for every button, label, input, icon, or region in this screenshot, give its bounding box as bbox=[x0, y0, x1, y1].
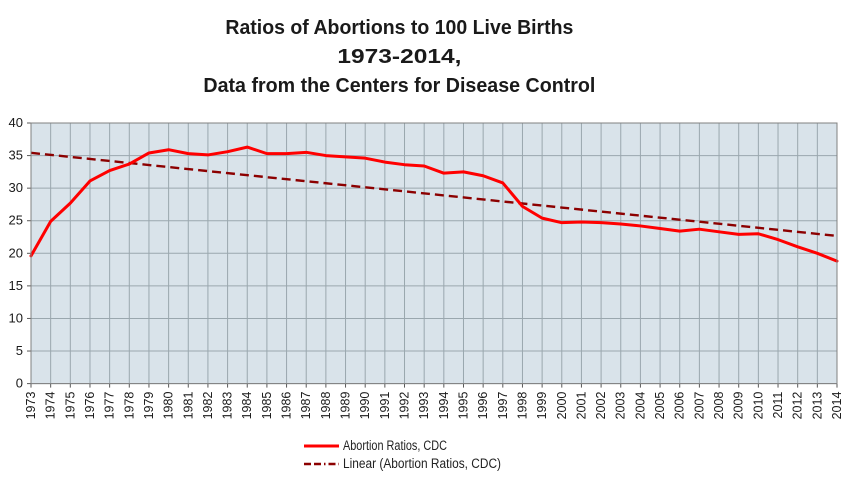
svg-text:2005: 2005 bbox=[653, 392, 667, 420]
svg-text:1991: 1991 bbox=[378, 392, 392, 420]
svg-text:1990: 1990 bbox=[358, 392, 372, 420]
svg-text:1973-2014,: 1973-2014, bbox=[337, 45, 461, 68]
svg-text:1995: 1995 bbox=[456, 392, 470, 420]
svg-text:1975: 1975 bbox=[63, 392, 77, 420]
svg-text:Linear (Abortion Ratios, CDC): Linear (Abortion Ratios, CDC) bbox=[343, 456, 501, 471]
svg-text:1999: 1999 bbox=[535, 392, 549, 420]
svg-text:1994: 1994 bbox=[437, 392, 451, 420]
svg-text:2000: 2000 bbox=[555, 392, 569, 420]
svg-text:1977: 1977 bbox=[103, 392, 117, 420]
svg-text:1973: 1973 bbox=[24, 392, 38, 420]
svg-text:35: 35 bbox=[9, 148, 23, 163]
svg-text:1996: 1996 bbox=[476, 392, 490, 420]
svg-text:10: 10 bbox=[9, 310, 23, 325]
svg-text:2001: 2001 bbox=[574, 392, 588, 420]
svg-text:2002: 2002 bbox=[594, 392, 608, 420]
svg-text:Data from the Centers for Dise: Data from the Centers for Disease Contro… bbox=[203, 74, 595, 97]
svg-text:30: 30 bbox=[9, 180, 23, 195]
svg-text:1979: 1979 bbox=[142, 392, 156, 420]
svg-text:1989: 1989 bbox=[339, 392, 353, 420]
svg-text:2011: 2011 bbox=[771, 392, 785, 419]
svg-text:1976: 1976 bbox=[83, 392, 97, 420]
svg-text:20: 20 bbox=[9, 245, 23, 260]
svg-text:1985: 1985 bbox=[260, 392, 274, 420]
svg-text:1978: 1978 bbox=[122, 392, 136, 420]
svg-text:2008: 2008 bbox=[712, 392, 726, 420]
svg-text:2006: 2006 bbox=[673, 392, 687, 420]
svg-text:1998: 1998 bbox=[515, 392, 529, 420]
svg-text:1992: 1992 bbox=[398, 392, 412, 420]
svg-text:2004: 2004 bbox=[633, 392, 647, 420]
svg-text:1997: 1997 bbox=[496, 392, 510, 420]
svg-text:1988: 1988 bbox=[319, 392, 333, 420]
svg-text:1983: 1983 bbox=[221, 392, 235, 420]
svg-text:2013: 2013 bbox=[810, 392, 824, 420]
svg-text:40: 40 bbox=[9, 115, 23, 130]
svg-text:1980: 1980 bbox=[162, 392, 176, 420]
svg-text:2012: 2012 bbox=[791, 392, 805, 420]
svg-text:1974: 1974 bbox=[44, 392, 58, 420]
svg-text:1993: 1993 bbox=[417, 392, 431, 420]
svg-text:2007: 2007 bbox=[692, 392, 706, 420]
svg-text:Abortion Ratios, CDC: Abortion Ratios, CDC bbox=[343, 438, 447, 453]
svg-text:1987: 1987 bbox=[299, 392, 313, 420]
svg-text:Ratios of Abortions to 100 Liv: Ratios of Abortions to 100 Live Births bbox=[225, 16, 573, 39]
svg-text:2014: 2014 bbox=[830, 392, 844, 420]
svg-text:1982: 1982 bbox=[201, 392, 215, 420]
svg-text:2010: 2010 bbox=[751, 392, 765, 420]
svg-text:5: 5 bbox=[16, 343, 23, 358]
svg-text:2009: 2009 bbox=[732, 392, 746, 420]
svg-text:25: 25 bbox=[9, 213, 23, 228]
svg-text:1986: 1986 bbox=[280, 392, 294, 420]
svg-text:1984: 1984 bbox=[240, 392, 254, 420]
svg-text:2003: 2003 bbox=[614, 392, 628, 420]
svg-text:1981: 1981 bbox=[181, 392, 195, 420]
svg-text:0: 0 bbox=[16, 376, 23, 391]
svg-text:15: 15 bbox=[9, 278, 23, 293]
